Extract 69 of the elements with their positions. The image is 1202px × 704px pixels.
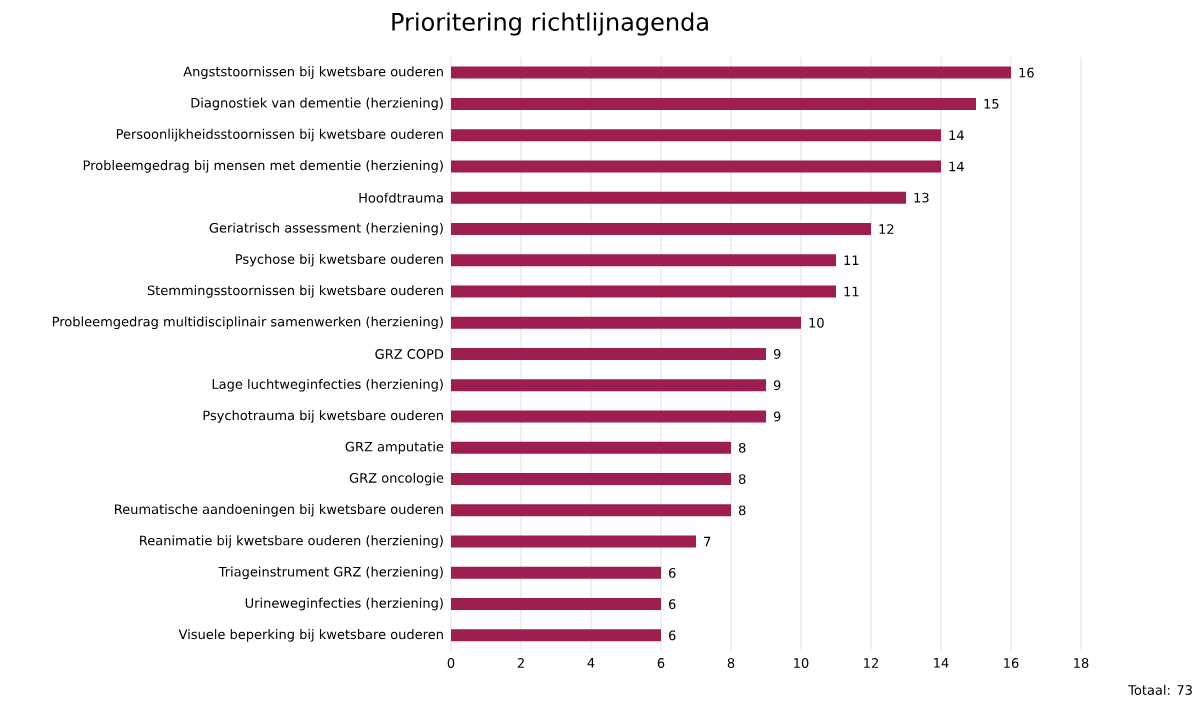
y-tick-label: Stemmingsstoornissen bij kwetsbare ouderen — [147, 285, 443, 298]
x-tick-label: 16 — [1004, 658, 1019, 668]
data-label: 9 — [773, 380, 781, 391]
y-tick-label: Probleemgedrag bij mensen met dementie (herziening) — [83, 160, 443, 173]
bar — [451, 347, 767, 360]
y-tick-label: Diagnostiek van dementie (herziening) — [191, 97, 443, 111]
data-label: 6 — [668, 599, 676, 610]
y-tick-label: Persoonlijkheidsstoornissen bij kwetsbare ouderen — [116, 128, 443, 142]
y-tick-label: Reanimatie bij kwetsbare ouderen (herziening) — [140, 535, 443, 548]
x-tick-label: 2 — [517, 658, 524, 668]
data-label: 6 — [668, 630, 676, 641]
y-tick-label: Triageinstrument GRZ (herziening) — [218, 566, 443, 580]
data-label: 7 — [704, 536, 711, 547]
y-tick-label: Reumatische aandoeningen bij kwetsbare ouderen — [115, 504, 443, 517]
y-tick-label: Hoofdtrauma — [359, 192, 443, 203]
y-tick-label: GRZ oncologie — [349, 472, 444, 486]
bar — [451, 566, 661, 579]
x-tick-label: 10 — [794, 658, 809, 668]
data-label: 9 — [773, 411, 781, 422]
data-label: 14 — [949, 161, 964, 172]
y-tick-label: Probleemgedrag multidisciplinair samenwerken (herziening) — [52, 316, 443, 330]
data-label: 14 — [949, 130, 964, 140]
data-label: 8 — [738, 474, 746, 484]
y-tick-label: Psychotrauma bij kwetsbare ouderen — [203, 410, 443, 423]
bar — [451, 410, 767, 423]
bar — [451, 160, 942, 173]
x-tick-label: 14 — [934, 658, 949, 668]
bar — [451, 441, 732, 454]
x-tick-label: 18 — [1074, 658, 1089, 668]
chart-title: Prioritering richtlijnagenda — [392, 12, 708, 36]
data-label: 9 — [773, 349, 781, 359]
bar — [451, 222, 872, 235]
bar — [451, 129, 942, 142]
data-label: 6 — [668, 567, 676, 578]
y-tick-label: GRZ COPD — [375, 349, 444, 359]
bar — [451, 285, 837, 298]
bar — [451, 254, 837, 267]
bar — [451, 191, 907, 204]
x-tick-label: 4 — [587, 658, 595, 668]
data-label: 11 — [844, 286, 859, 297]
bar — [451, 504, 732, 517]
y-tick-label: Geriatrisch assessment (herziening) — [209, 222, 443, 236]
bar — [451, 97, 977, 110]
y-tick-label: GRZ amputatie — [345, 441, 444, 455]
data-label: 15 — [984, 99, 999, 109]
x-tick-label: 0 — [447, 658, 455, 668]
y-tick-label: Lage luchtweginfecties (herziening) — [212, 378, 443, 392]
bar — [451, 473, 732, 486]
bar — [451, 379, 767, 392]
y-tick-label: Angststoornissen bij kwetsbare ouderen — [183, 66, 443, 79]
x-tick-label: 12 — [864, 658, 878, 668]
y-tick-label: Urineweginfecties (herziening) — [245, 597, 443, 611]
bar — [451, 316, 802, 329]
bar — [451, 535, 697, 548]
data-label: 8 — [738, 505, 746, 516]
data-label: 16 — [1019, 67, 1034, 78]
y-tick-label: Visuele beperking bij kwetsbare ouderen — [178, 629, 443, 642]
data-label: 8 — [738, 442, 746, 453]
text: Totaal: 73 — [1128, 684, 1192, 695]
bar — [451, 66, 1012, 79]
data-label: 11 — [844, 255, 859, 265]
data-label: 13 — [914, 192, 929, 203]
bar — [451, 629, 661, 642]
x-tick-label: 8 — [727, 658, 735, 668]
y-tick-label: Psychose bij kwetsbare ouderen — [236, 253, 443, 267]
data-label: 12 — [879, 224, 894, 234]
bar — [451, 598, 661, 611]
data-label: 10 — [809, 317, 824, 328]
x-tick-label: 6 — [657, 658, 665, 668]
